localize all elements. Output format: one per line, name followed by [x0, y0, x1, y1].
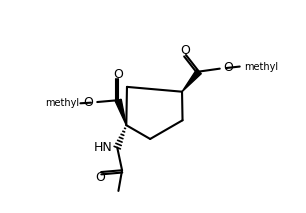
Text: HN: HN: [94, 141, 113, 154]
Text: methyl: methyl: [244, 62, 278, 72]
Text: O: O: [95, 171, 105, 184]
Text: methyl: methyl: [45, 98, 79, 108]
Text: O: O: [223, 61, 233, 74]
Polygon shape: [182, 70, 201, 92]
Text: O: O: [180, 44, 190, 57]
Polygon shape: [115, 99, 126, 125]
Text: O: O: [84, 95, 93, 109]
Text: O: O: [113, 68, 123, 81]
